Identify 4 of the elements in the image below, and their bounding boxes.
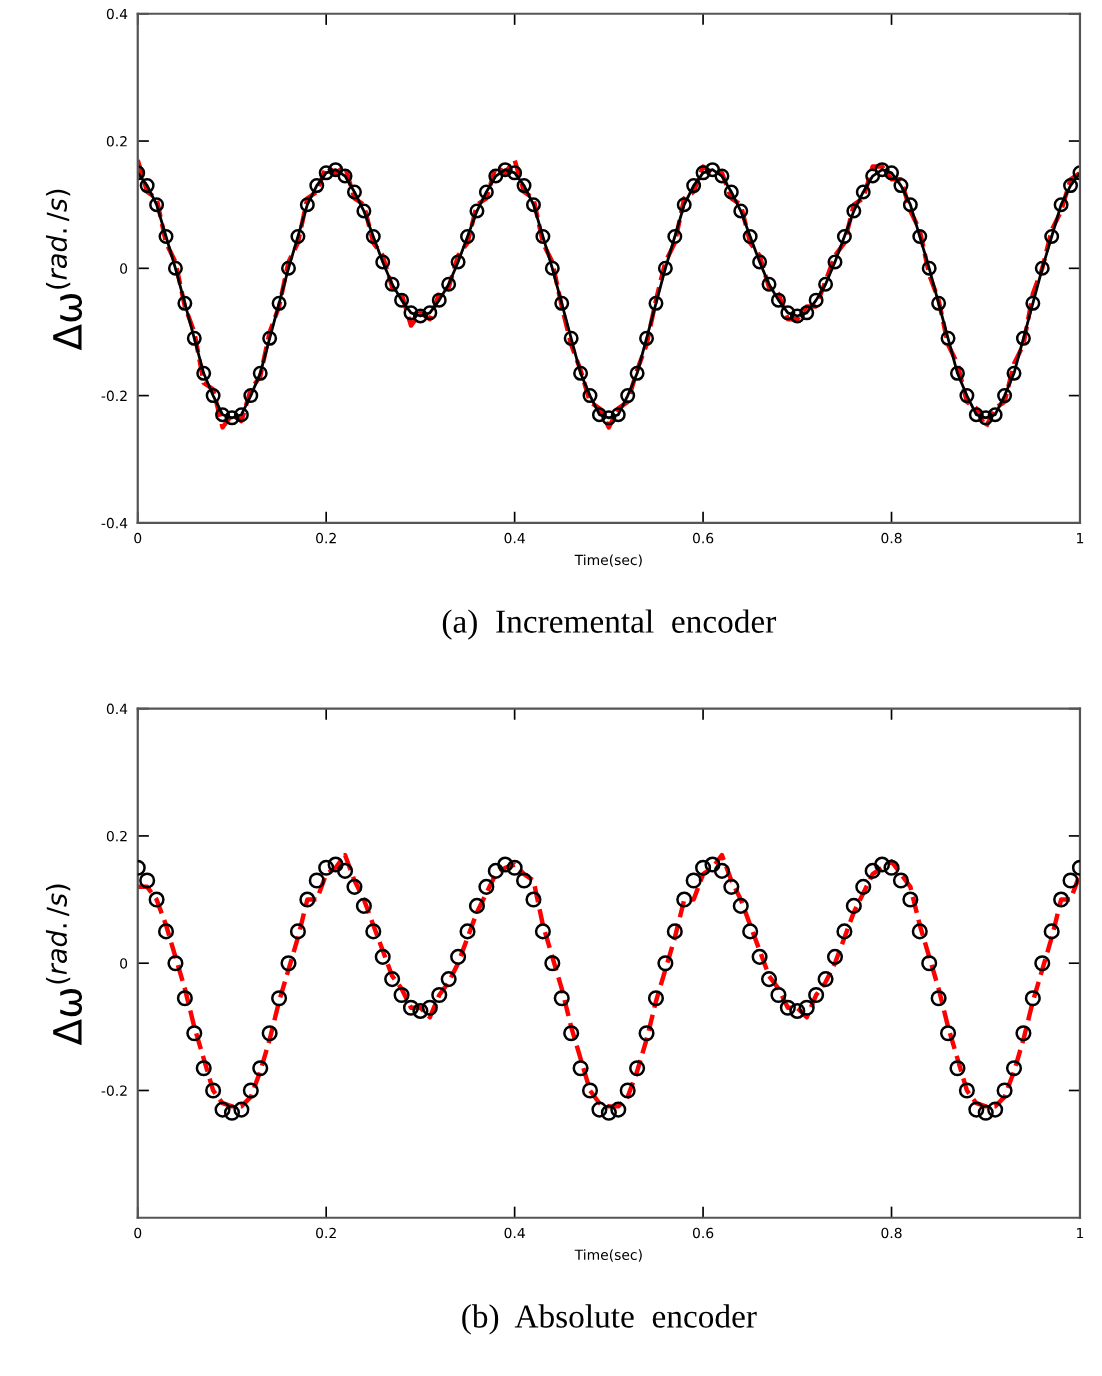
y-axis-title: Δω$^{(rad./s)}$ bbox=[45, 189, 83, 351]
text: (b) Absolute encoder bbox=[462, 1304, 757, 1335]
y-axis-title: Δω$^{(rad./s)}$ bbox=[45, 884, 83, 1046]
text: (a) Incremental encoder bbox=[442, 609, 777, 640]
